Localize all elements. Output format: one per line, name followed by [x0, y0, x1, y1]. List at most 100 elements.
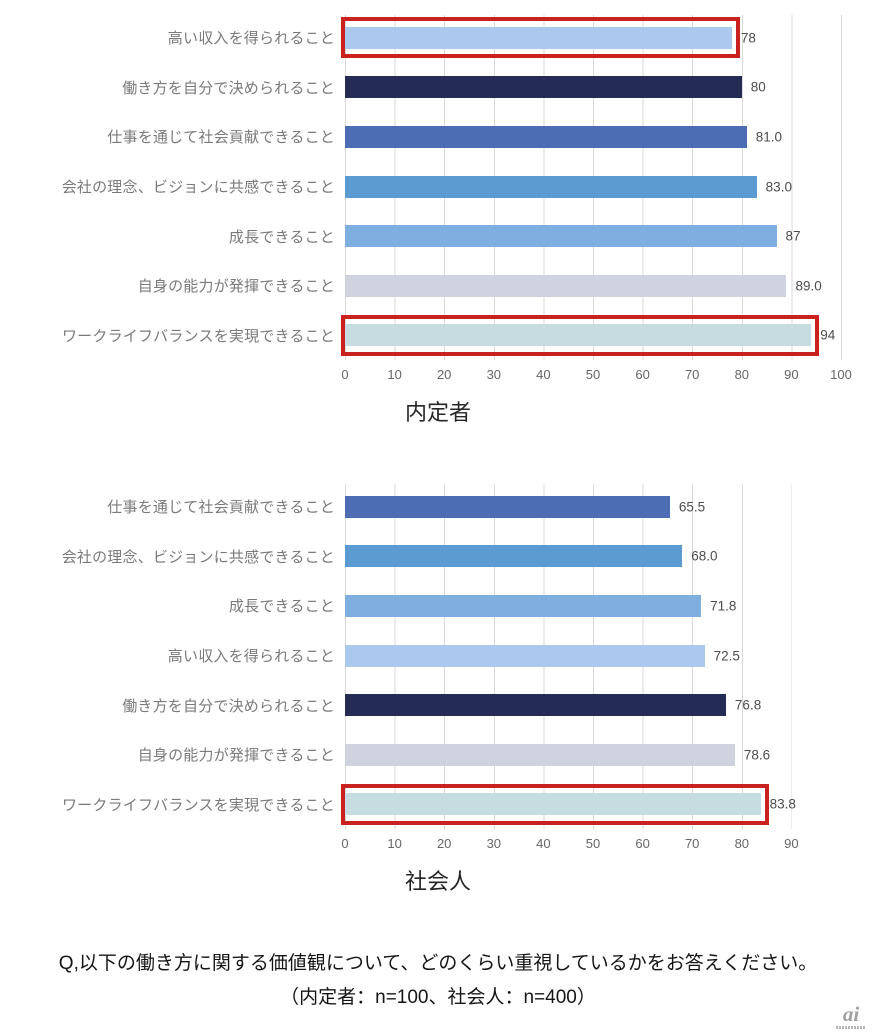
chart-title: 社会人: [404, 869, 471, 894]
axis-tick-label: 20: [436, 367, 452, 382]
chart-naiteisha: 高い収入を得られること 78 働き方を自分で決められること 80 仕事を通じて社会貢献で…: [0, 13, 876, 428]
bar-area: 65.5: [345, 482, 876, 532]
bar: [345, 225, 777, 248]
bar: [345, 644, 705, 667]
axis-tick-label: 80: [734, 367, 750, 382]
category-label: 会社の理念、ビジョンに共感できること: [61, 548, 335, 566]
axis-tick-label: 10: [387, 836, 402, 851]
category-label: 高い収入を得られること: [167, 648, 335, 666]
category-label: 自身の能力が発揮できること: [137, 278, 335, 296]
bar-row: 高い収入を得られること 78: [0, 13, 876, 63]
logo-subtext-rule: [836, 1026, 866, 1029]
value-label: 68.0: [691, 548, 718, 564]
caption-line1: Q,以下の働き方に関する価値観について、どのくらい重視しているかをお答えください…: [58, 953, 818, 974]
value-label: 65.5: [678, 499, 706, 515]
plot-area: 高い収入を得られること 78 働き方を自分で決められること 80 仕事を通じて社会貢献で…: [0, 13, 876, 360]
category-label: 成長できること: [228, 228, 335, 246]
bar-row: 高い収入を得られること 72.5: [0, 631, 876, 681]
axis-tick-label: 50: [585, 367, 601, 382]
bar-area: 78.6: [345, 730, 876, 780]
bar-area: 83.8: [341, 780, 876, 830]
axis-tick-label: 70: [684, 367, 700, 382]
bar-row: 自身の能力が発揮できること 89.0: [0, 261, 876, 311]
axis-tick-label: 40: [536, 836, 551, 851]
bar-row: 働き方を自分で決められること 76.8: [0, 680, 876, 730]
survey-question: Q,以下の働き方に関する価値観について、どのくらい重視しているかをお答えください…: [0, 947, 876, 1015]
x-axis: 0 10 20 30 40 50 60 70 80 90: [341, 831, 876, 857]
value-label: 83.8: [769, 796, 796, 812]
bar-row: 働き方を自分で決められること 80: [0, 63, 876, 113]
chart-shakaijin: 仕事を通じて社会貢献できること 65.5 会社の理念、ビジョンに共感できること 68.…: [0, 482, 876, 897]
axis-tick-label: 0: [341, 836, 349, 851]
highlight-box: [341, 314, 820, 356]
bar-row: 自身の能力が発揮できること 78.6: [0, 730, 876, 780]
category-label: 仕事を通じて社会貢献できること: [107, 499, 335, 517]
axis-tick-label: 40: [536, 367, 551, 382]
bar-row: 仕事を通じて社会貢献できること 65.5: [0, 482, 876, 532]
value-label: 71.8: [710, 598, 737, 614]
bar-row: 仕事を通じて社会貢献できること 81.0: [0, 112, 876, 162]
value-label: 78.6: [743, 747, 771, 763]
value-label: 80: [750, 79, 766, 95]
value-label: 89.0: [795, 278, 822, 294]
axis-tick-label: 20: [436, 836, 452, 851]
axis-tick-label: 90: [784, 367, 799, 382]
category-label: ワークライフバランスを実現できること: [61, 796, 335, 814]
value-label: 87: [785, 228, 801, 244]
category-label: 高い収入を得られること: [167, 30, 335, 48]
bar: [345, 76, 742, 99]
value-label: 72.5: [713, 648, 740, 664]
category-label: 働き方を自分で決められること: [122, 79, 335, 97]
value-label: 94: [820, 327, 836, 343]
category-label: 仕事を通じて社会貢献できること: [107, 129, 335, 147]
bar-row: ワークライフバランスを実現できること 83.8: [0, 780, 876, 830]
bar-area: 80: [345, 63, 876, 113]
axis-tick-label: 70: [684, 836, 700, 851]
axis-tick-label: 30: [486, 367, 502, 382]
value-label: 83.0: [765, 179, 792, 195]
axis-tick-label: 10: [387, 367, 402, 382]
axis-tick-label: 90: [784, 836, 799, 851]
bar-area: 72.5: [345, 631, 876, 681]
bar: [345, 793, 761, 816]
value-label: 81.0: [755, 129, 783, 145]
value-label: 76.8: [734, 697, 762, 713]
chart-title: 内定者: [404, 400, 471, 425]
bar-rows: 高い収入を得られること 78 働き方を自分で決められること 80 仕事を通じて社会貢献で…: [0, 13, 876, 360]
bar-area: 83.0: [345, 162, 876, 212]
bar-area: 78: [341, 13, 876, 63]
highlight-box: [341, 17, 740, 59]
bar-row: 成長できること 87: [0, 211, 876, 261]
bar: [345, 495, 670, 518]
bar-area: 89.0: [345, 261, 876, 311]
bar-row: ワークライフバランスを実現できること 94: [0, 311, 876, 361]
bar: [345, 26, 732, 49]
bar-area: 81.0: [345, 112, 876, 162]
axis-tick-label: 0: [341, 367, 349, 382]
highlight-box: [341, 783, 769, 825]
axis-tick-label: 100: [830, 367, 852, 382]
bar-area: 94: [341, 311, 876, 361]
bar-area: 68.0: [345, 532, 876, 582]
value-label: 78: [740, 30, 756, 46]
bar-area: 71.8: [345, 581, 876, 631]
bar-rows: 仕事を通じて社会貢献できること 65.5 会社の理念、ビジョンに共感できること 68.…: [0, 482, 876, 829]
bar-area: 87: [345, 211, 876, 261]
bar-area: 76.8: [345, 680, 876, 730]
publisher-logo: ai: [836, 1004, 866, 1029]
bar: [345, 743, 735, 766]
axis-tick-label: 50: [585, 836, 601, 851]
category-label: 会社の理念、ビジョンに共感できること: [61, 179, 335, 197]
bar: [345, 175, 757, 198]
bar: [345, 594, 702, 617]
category-label: 成長できること: [228, 598, 335, 616]
bar: [345, 545, 683, 568]
axis-tick-label: 80: [734, 836, 750, 851]
bar: [345, 324, 812, 347]
plot-area: 仕事を通じて社会貢献できること 65.5 会社の理念、ビジョンに共感できること 68.…: [0, 482, 876, 829]
x-axis: 0 10 20 30 40 50 60 70 80 90 100: [341, 362, 876, 388]
bar-row: 会社の理念、ビジョンに共感できること 68.0: [0, 532, 876, 582]
category-label: ワークライフバランスを実現できること: [61, 327, 335, 345]
bar-row: 成長できること 71.8: [0, 581, 876, 631]
